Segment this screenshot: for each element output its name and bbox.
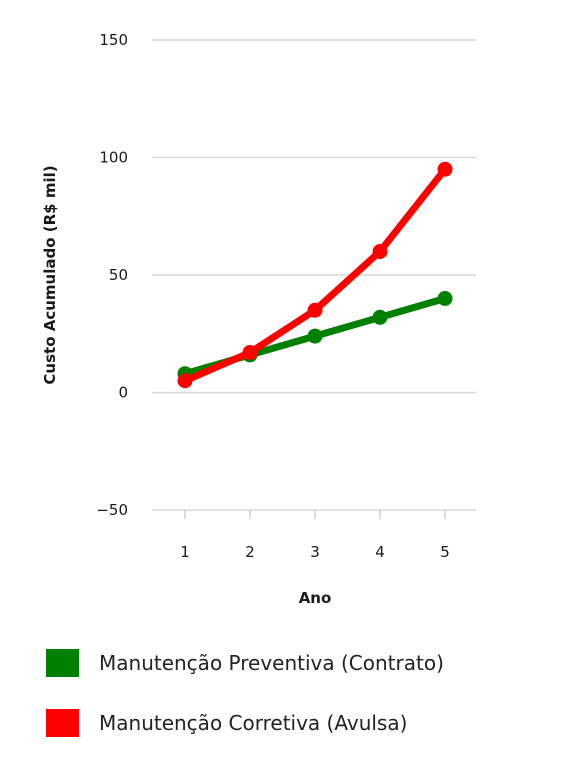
y-tick-label: −50 bbox=[96, 501, 128, 519]
x-axis bbox=[184, 510, 446, 519]
data-point bbox=[177, 373, 193, 389]
series-layer bbox=[177, 161, 453, 389]
data-point bbox=[437, 161, 453, 177]
y-tick-label: 100 bbox=[99, 149, 128, 167]
data-point bbox=[307, 328, 323, 344]
data-point bbox=[242, 345, 258, 361]
legend: Manutenção Preventiva (Contrato) Manuten… bbox=[46, 648, 444, 768]
y-axis-ticks: 150 100 50 0 −50 bbox=[96, 31, 128, 519]
legend-label: Manutenção Preventiva (Contrato) bbox=[99, 651, 444, 675]
legend-item-corretiva: Manutenção Corretiva (Avulsa) bbox=[46, 708, 444, 738]
data-point bbox=[437, 291, 453, 306]
legend-swatch bbox=[46, 649, 79, 677]
x-axis-ticks: 1 2 3 4 5 bbox=[180, 543, 450, 561]
legend-swatch bbox=[46, 709, 79, 737]
y-axis-title: Custo Acumulado (R$ mil) bbox=[41, 165, 59, 384]
y-tick-label: 50 bbox=[109, 266, 128, 284]
x-tick-label: 5 bbox=[440, 543, 450, 561]
x-tick-label: 1 bbox=[180, 543, 190, 561]
x-tick-label: 4 bbox=[375, 543, 385, 561]
data-point bbox=[307, 302, 323, 318]
y-tick-label: 0 bbox=[118, 384, 128, 402]
x-tick-label: 3 bbox=[310, 543, 320, 561]
data-point bbox=[372, 244, 388, 259]
legend-item-preventiva: Manutenção Preventiva (Contrato) bbox=[46, 648, 444, 678]
line-chart: 150 100 50 0 −50 1 2 3 4 5 Ano Custo Acu… bbox=[41, 31, 476, 607]
x-tick-label: 2 bbox=[245, 543, 255, 561]
data-point bbox=[372, 309, 388, 325]
gridlines bbox=[152, 39, 476, 511]
y-tick-label: 150 bbox=[99, 31, 128, 49]
x-axis-title: Ano bbox=[299, 589, 332, 607]
legend-label: Manutenção Corretiva (Avulsa) bbox=[99, 711, 408, 735]
